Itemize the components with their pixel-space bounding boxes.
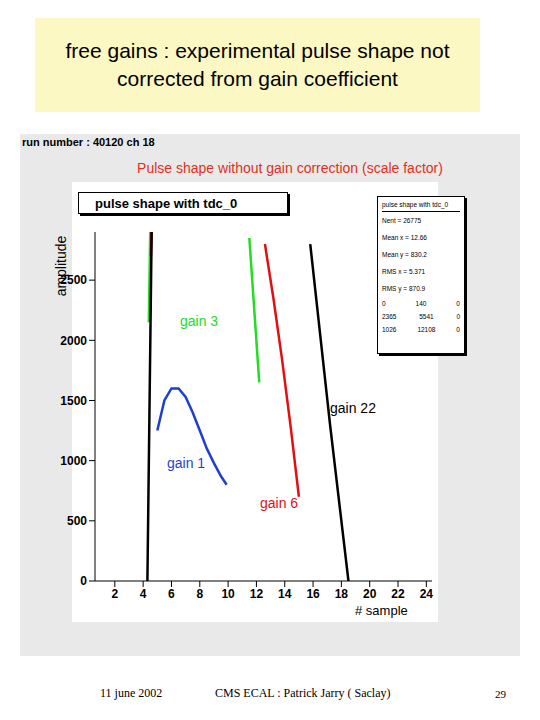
svg-text:4: 4: [140, 587, 147, 601]
svg-text:18: 18: [335, 587, 349, 601]
svg-text:10: 10: [221, 587, 235, 601]
svg-text:500: 500: [67, 514, 87, 528]
svg-text:2: 2: [111, 587, 118, 601]
svg-text:6: 6: [168, 587, 175, 601]
svg-text:1000: 1000: [60, 454, 87, 468]
svg-text:12: 12: [250, 587, 264, 601]
svg-text:14: 14: [278, 587, 292, 601]
svg-text:22: 22: [391, 587, 405, 601]
svg-text:1500: 1500: [60, 394, 87, 408]
svg-text:24: 24: [420, 587, 434, 601]
svg-text:20: 20: [363, 587, 377, 601]
svg-text:2000: 2000: [60, 334, 87, 348]
svg-text:8: 8: [196, 587, 203, 601]
svg-text:0: 0: [80, 574, 87, 588]
svg-text:16: 16: [306, 587, 320, 601]
